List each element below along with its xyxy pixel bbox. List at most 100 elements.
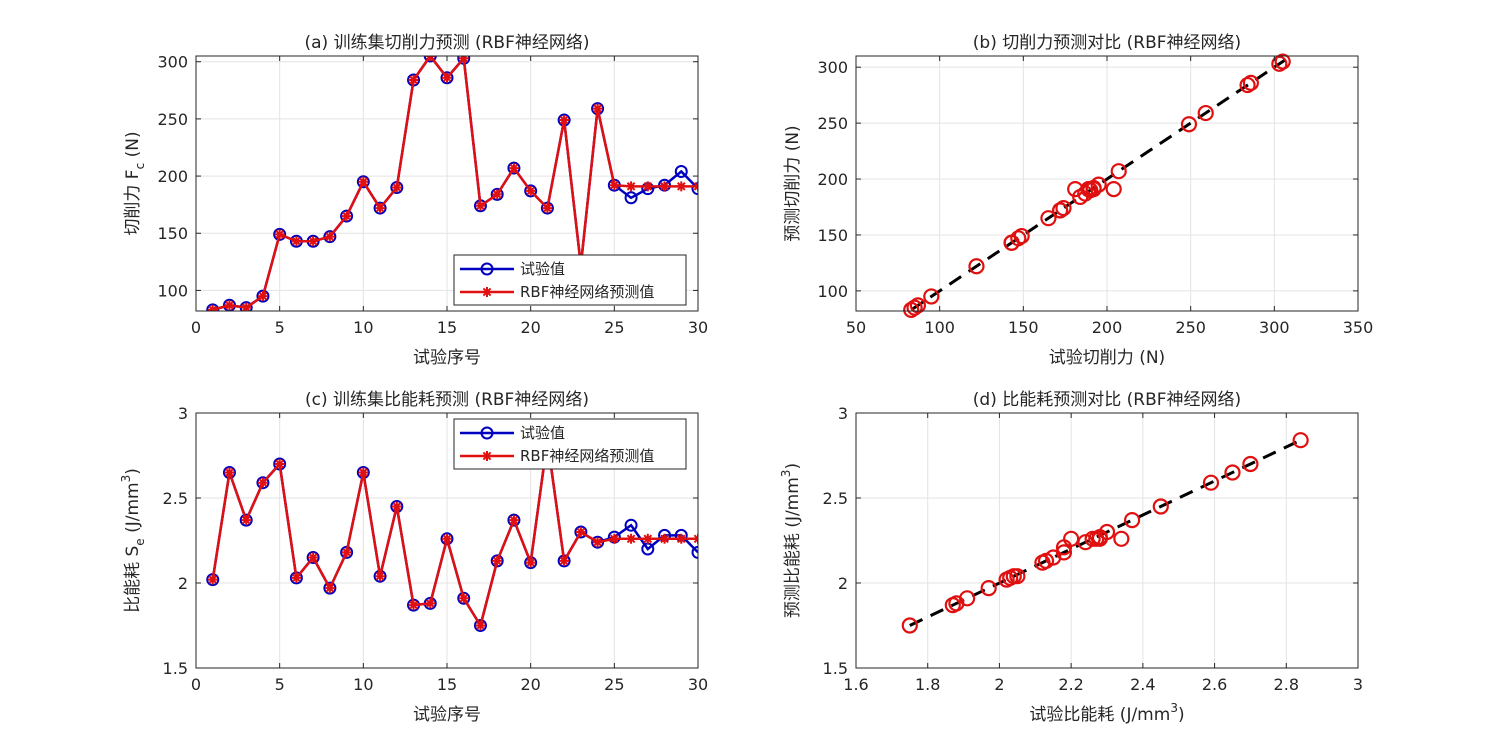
point-measured (691, 182, 698, 196)
point-predicted (559, 555, 570, 566)
scatter-point (1105, 180, 1122, 198)
point-predicted (274, 229, 285, 240)
y-axis-label: 切削力 Fc (N) (123, 131, 147, 235)
point-measured (624, 191, 638, 205)
scatter-point (1202, 474, 1220, 491)
scatter-point (1055, 544, 1073, 561)
point-measured (306, 551, 320, 564)
chart-title: (c) 训练集比能耗预测 (RBF神经网络) (305, 390, 589, 410)
point-measured (323, 230, 337, 244)
scatter-point (1180, 116, 1198, 133)
point-predicted (525, 557, 536, 568)
point-measured (691, 545, 698, 559)
point-measured (490, 554, 504, 568)
point-predicted (592, 103, 603, 114)
point-measured (507, 513, 521, 527)
point-measured (356, 175, 370, 189)
point-predicted (308, 236, 319, 247)
point-predicted (508, 515, 519, 526)
y-tick-label: 100 (817, 282, 848, 301)
y-tick-label: 250 (817, 114, 848, 133)
scatter-point (906, 299, 923, 316)
x-tick-label: 30 (688, 675, 708, 694)
point-predicted (324, 231, 335, 242)
x-tick-label: 150 (1008, 318, 1039, 337)
x-tick-label: 0 (191, 318, 201, 337)
scatter-point (1292, 432, 1309, 449)
scatter-point (1242, 455, 1259, 473)
scatter-point (1224, 464, 1241, 481)
point-predicted (542, 203, 553, 214)
point-predicted (408, 600, 419, 611)
x-tick-label: 2 (994, 675, 1004, 694)
point-predicted (274, 459, 285, 469)
point-predicted (492, 555, 503, 566)
point-predicted (291, 572, 302, 583)
subplot-a: 0 5 10 15 20 25 30 100 150 200 250 300 (a) 训练集切削力预测 … (123, 33, 708, 368)
y-tick-label: 200 (817, 170, 848, 189)
chart-title: (b) 切削力预测对比 (RBF神经网络) (973, 33, 1241, 53)
scatter-point (1242, 74, 1260, 91)
x-tick-label: 0 (191, 675, 201, 694)
scatter-point (909, 297, 927, 314)
point-measured (524, 184, 538, 198)
x-tick-label: 2.8 (1274, 675, 1299, 694)
legend-label: 试验值 (520, 260, 565, 278)
scatter-point (1197, 104, 1214, 122)
x-tick-label: 3 (1353, 675, 1363, 694)
scatter-point (959, 590, 976, 607)
point-measured (373, 201, 387, 215)
point-predicted (676, 533, 687, 544)
point-predicted (642, 181, 653, 192)
y-tick-label: 1.5 (163, 659, 188, 678)
point-predicted (224, 300, 235, 311)
point-predicted (291, 236, 302, 247)
x-axis-label: 试验序号 (413, 705, 481, 725)
point-predicted (257, 477, 268, 488)
x-tick-label: 2.2 (1058, 675, 1083, 694)
point-predicted (659, 181, 670, 192)
point-measured (323, 581, 337, 595)
scatter-point (1110, 163, 1127, 180)
y-tick-label: 250 (157, 110, 188, 129)
point-predicted (207, 304, 218, 311)
scatter-point (1055, 200, 1072, 217)
point-predicted (508, 163, 519, 174)
x-tick-label: 10 (353, 675, 373, 694)
point-predicted (375, 571, 386, 582)
y-axis-label: 预测比能耗 (J/mm3) (779, 463, 803, 618)
point-measured (440, 71, 454, 85)
scatter-point (1274, 53, 1291, 70)
legend-label: 试验值 (520, 424, 565, 442)
scatter-point (901, 617, 918, 634)
y-axis-label: 预测切削力 (N) (783, 125, 803, 241)
x-tick-label: 50 (846, 318, 866, 337)
x-tick-label: 2.4 (1130, 675, 1155, 694)
point-measured (457, 591, 471, 605)
point-predicted (626, 533, 637, 544)
x-tick-label: 15 (437, 675, 457, 694)
point-predicted (207, 574, 218, 585)
point-predicted (308, 552, 319, 563)
point-predicted (559, 115, 570, 126)
scatter-point (1113, 530, 1130, 547)
x-tick-label: 2.6 (1202, 675, 1227, 694)
y-tick-label: 2.5 (163, 489, 188, 508)
y-tick-label: 3 (838, 404, 848, 423)
point-predicted (341, 211, 352, 222)
x-tick-label: 1.6 (843, 675, 868, 694)
point-predicted (676, 181, 687, 192)
point-measured (674, 164, 688, 178)
scatter-point (1052, 202, 1069, 219)
scatter-point (980, 579, 997, 597)
legend: 试验值 RBF神经网络预测值 (453, 418, 687, 470)
point-measured (624, 518, 638, 532)
point-predicted (375, 203, 386, 214)
x-tick-label: 5 (275, 675, 285, 694)
x-tick-label: 5 (275, 318, 285, 337)
scatter-point (1040, 210, 1057, 227)
legend-box (453, 418, 687, 470)
x-tick-label: 15 (437, 318, 457, 337)
x-tick-label: 30 (688, 318, 708, 337)
x-tick-label: 20 (520, 675, 540, 694)
